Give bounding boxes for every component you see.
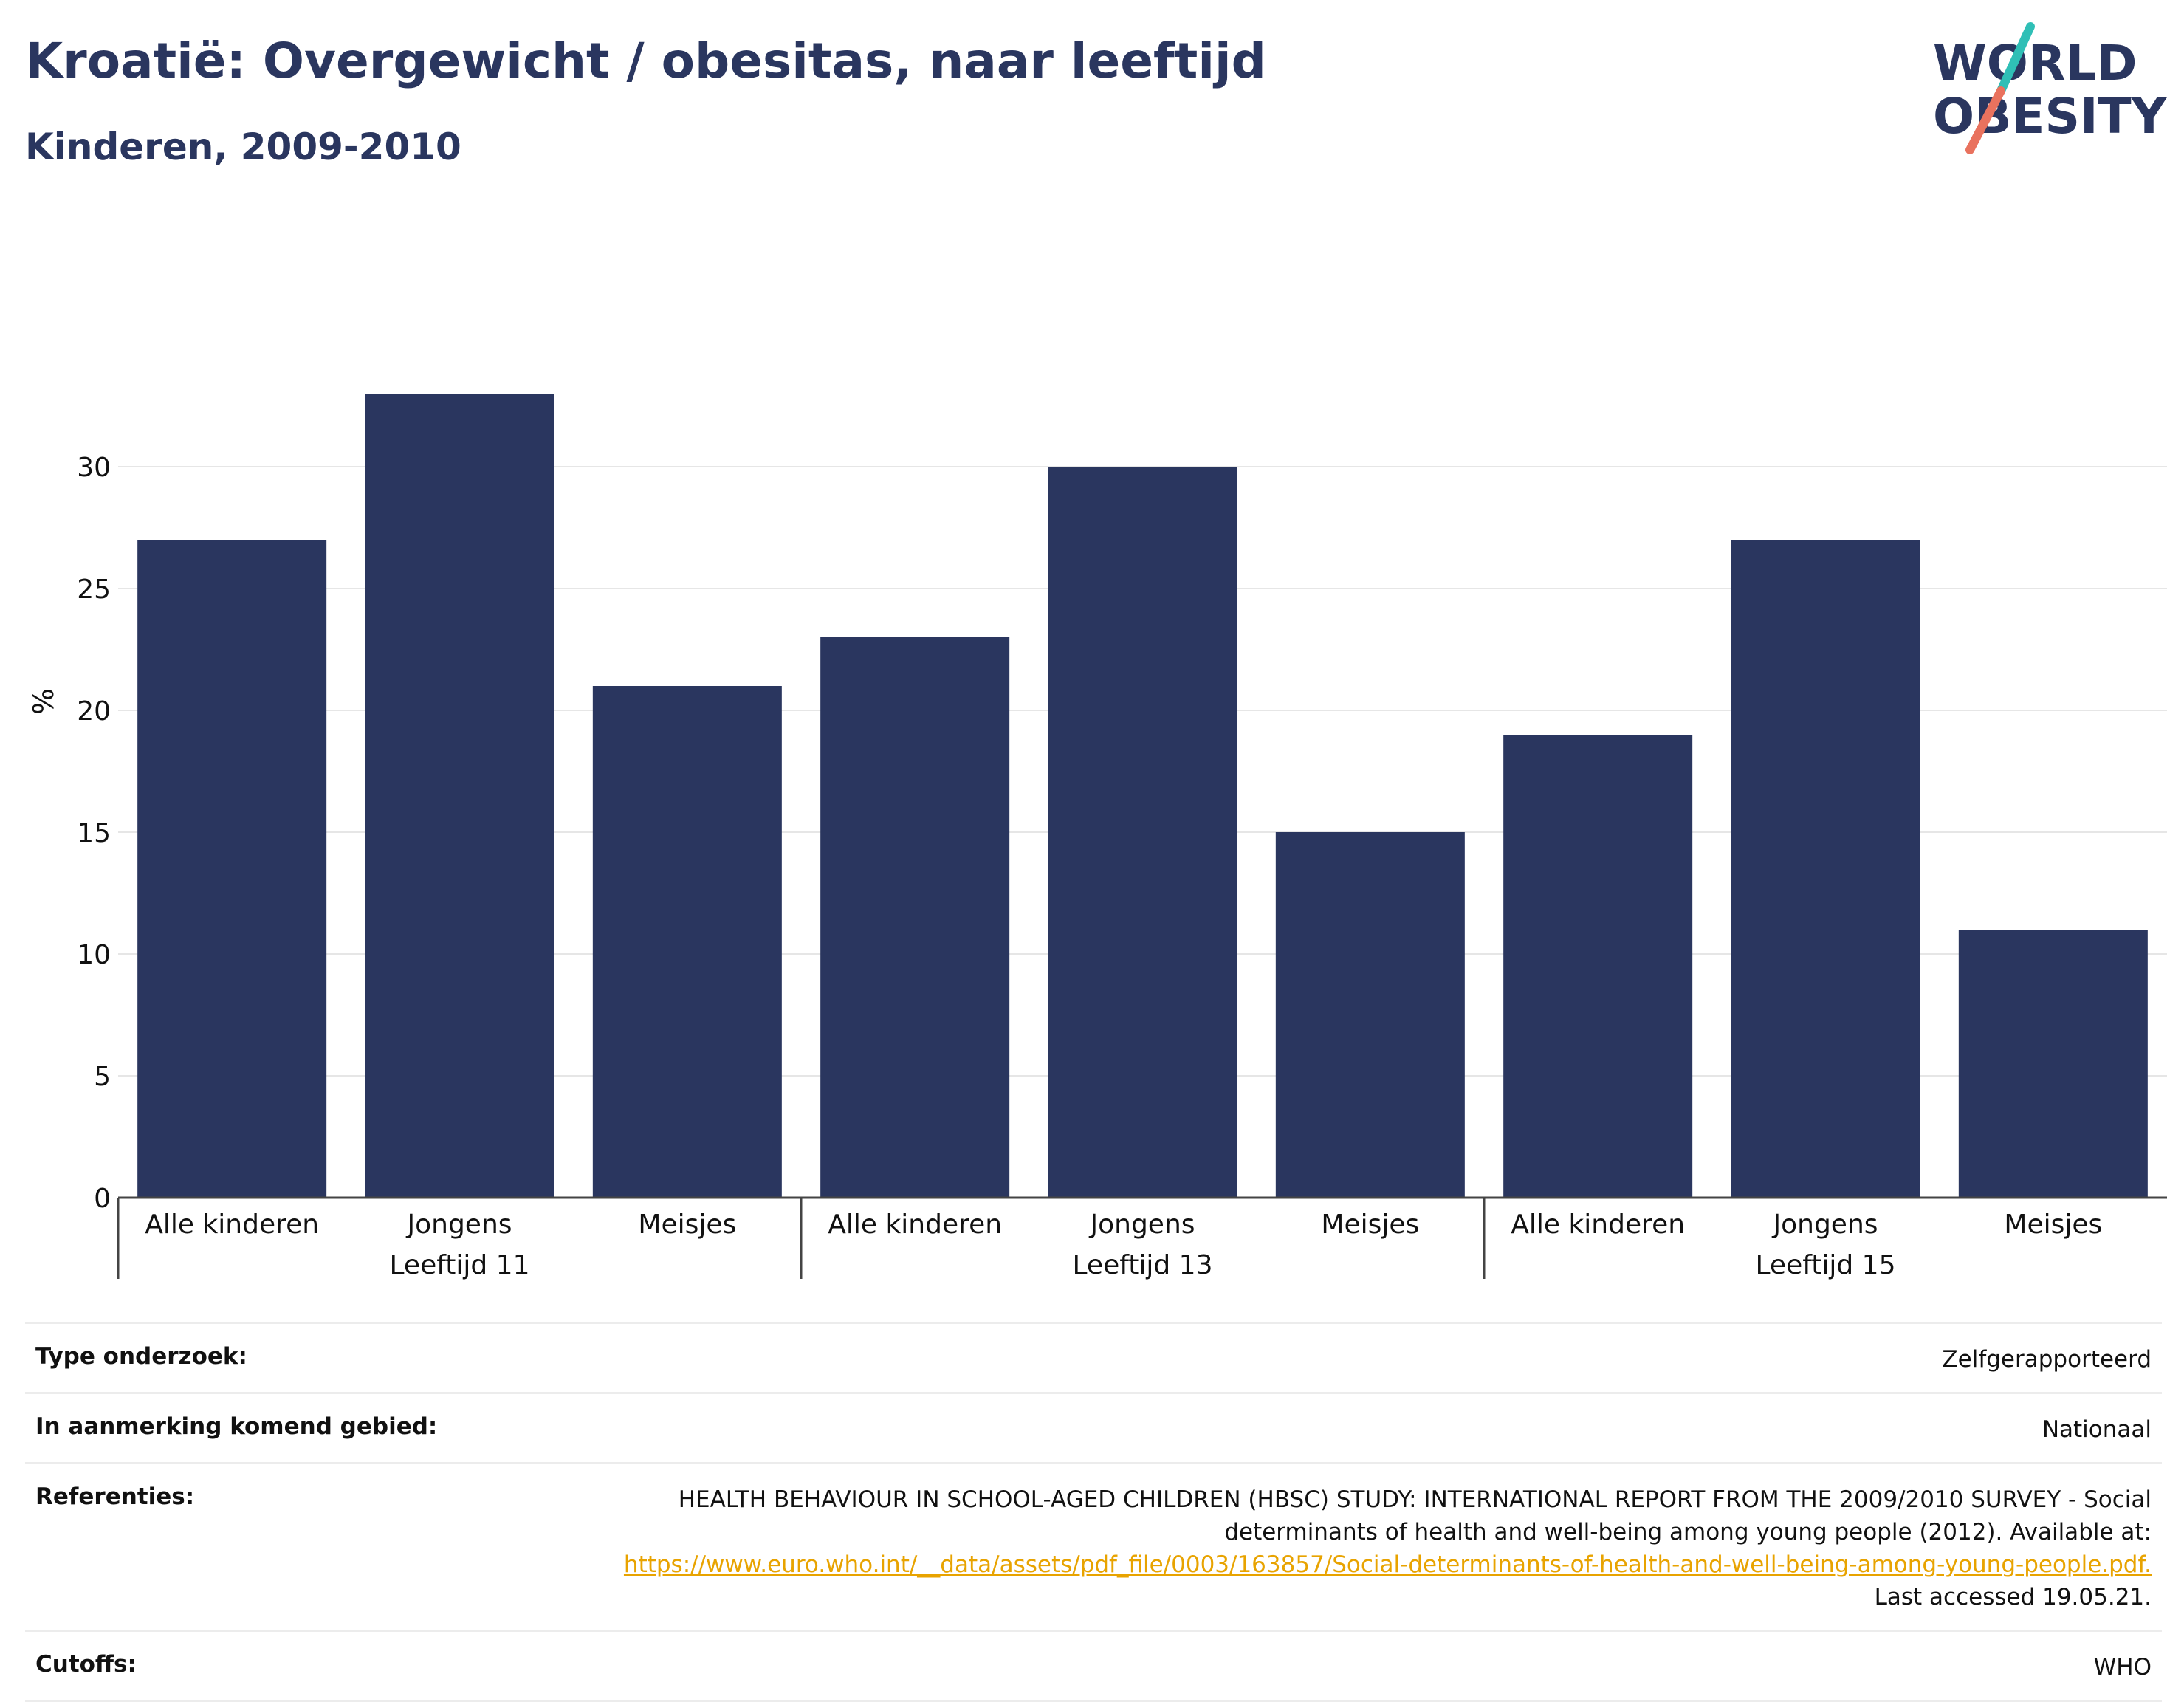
bar [1731, 540, 1920, 1198]
group-label: Leeftijd 11 [390, 1250, 530, 1280]
references-label: Referenties: [35, 1483, 195, 1510]
survey-type-value: Zelfgerapporteerd [1942, 1346, 2152, 1373]
y-tick-label: 20 [77, 696, 111, 727]
bar [1503, 735, 1693, 1198]
survey-type-label: Type onderzoek: [35, 1343, 247, 1370]
references-text: HEALTH BEHAVIOUR IN SCHOOL-AGED CHILDREN… [678, 1486, 2152, 1545]
x-tick-label: Alle kinderen [1511, 1209, 1685, 1240]
bar [820, 637, 1010, 1198]
y-tick-label: 5 [94, 1062, 111, 1092]
meta-row-cutoffs: Cutoffs: WHO [25, 1630, 2162, 1702]
y-tick-labels: 0 5 10 15 20 25 30 [77, 453, 111, 1214]
bar [1275, 832, 1465, 1198]
bar [1048, 467, 1237, 1198]
y-tick-label: 25 [77, 574, 111, 605]
y-tick-label: 30 [77, 453, 111, 483]
chart-title: Kroatië: Overgewicht / obesitas, naar le… [25, 32, 1266, 89]
x-tick-label: Meisjes [638, 1209, 736, 1240]
references-suffix: Last accessed 19.05.21. [1874, 1584, 2152, 1610]
meta-row-area: In aanmerking komend gebied: Nationaal [25, 1392, 2162, 1462]
cutoffs-label: Cutoffs: [35, 1651, 137, 1678]
bar [137, 540, 327, 1198]
references-link[interactable]: https://www.euro.who.int/__data/assets/p… [623, 1551, 2152, 1578]
bar [592, 686, 782, 1198]
y-tick-label: 10 [77, 940, 111, 970]
bar [1958, 930, 2148, 1198]
x-tick-label: Alle kinderen [828, 1209, 1002, 1240]
bars [137, 394, 2148, 1198]
x-tick-label: Jongens [1771, 1209, 1878, 1240]
area-label: In aanmerking komend gebied: [35, 1413, 438, 1440]
group-label: Leeftijd 13 [1073, 1250, 1213, 1280]
x-axis: Alle kinderen Jongens Meisjes Leeftijd 11 Al… [117, 1196, 2167, 1280]
y-axis-label: % [27, 688, 60, 715]
x-tick-label: Jongens [1088, 1209, 1195, 1240]
bar-chart: 0 5 10 15 20 25 30 Alle kinderen Jongens Meisjes… [27, 394, 2167, 1280]
cutoffs-value: WHO [2093, 1654, 2152, 1681]
meta-row-references: Referenties: HEALTH BEHAVIOUR IN SCHOOL-… [25, 1462, 2162, 1630]
chart-subtitle: Kinderen, 2009-2010 [25, 126, 461, 168]
y-tick-label: 15 [77, 818, 111, 848]
y-tick-label: 0 [94, 1184, 111, 1214]
group-label: Leeftijd 15 [1756, 1250, 1896, 1280]
metadata-table: Type onderzoek: Zelfgerapporteerd In aan… [25, 1322, 2162, 1702]
logo-line2: OBESITY [1933, 88, 2168, 145]
x-tick-label: Alle kinderen [145, 1209, 319, 1240]
x-tick-label: Meisjes [2004, 1209, 2102, 1240]
area-value: Nationaal [2042, 1416, 2152, 1443]
x-tick-label: Meisjes [1321, 1209, 1419, 1240]
logo-slash-top [1996, 22, 2035, 95]
x-tick-label: Jongens [405, 1209, 512, 1240]
meta-row-survey-type: Type onderzoek: Zelfgerapporteerd [25, 1322, 2162, 1392]
logo-slash-bottom [1965, 86, 2005, 154]
logo-line1: WORLD [1933, 35, 2137, 92]
references-value: HEALTH BEHAVIOUR IN SCHOOL-AGED CHILDREN… [601, 1483, 2152, 1613]
bar [365, 394, 554, 1198]
world-obesity-logo: WORLD OBESITY [1933, 22, 2168, 154]
